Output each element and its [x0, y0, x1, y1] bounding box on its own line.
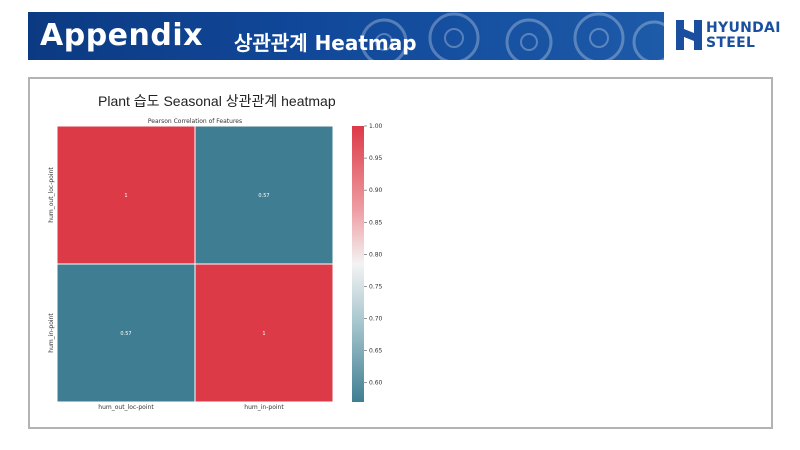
- heatmap-cell: [194, 263, 334, 403]
- colorbar-ticks: 1.00 0.95 0.90 0.85 0.80 0.75 0.70 0.65 0.60: [364, 123, 383, 387]
- logo-text-line1: HYUNDAI: [706, 20, 781, 36]
- x-tick-label: hum_in-point: [244, 404, 284, 411]
- colorbar: [352, 126, 364, 402]
- hyundai-steel-logo: HYUNDAI STEEL: [676, 18, 780, 58]
- colorbar-tick-label: 0.85: [369, 219, 383, 226]
- colorbar-tick-label: 0.95: [369, 155, 383, 162]
- heatmap-cell: [194, 125, 334, 265]
- heatmap-cells: 1 0.57 0.57 1: [56, 125, 334, 403]
- banner-subtitle: 상관관계 Heatmap: [234, 31, 417, 55]
- banner-title: Appendix: [40, 18, 203, 53]
- title-banner: Appendix 상관관계 Heatmap: [28, 12, 664, 60]
- cell-annotation: 1: [262, 331, 265, 337]
- colorbar-tick-label: 0.70: [369, 316, 383, 323]
- colorbar-tick-label: 0.80: [369, 251, 383, 258]
- colorbar-tick-label: 0.75: [369, 283, 383, 290]
- heatmap-cell: [56, 263, 196, 403]
- hyundai-steel-h-mark-icon: [676, 20, 702, 50]
- y-tick-label: hum_out_loc-point: [48, 167, 55, 223]
- heatmap-title: Pearson Correlation of Features: [148, 118, 242, 125]
- y-axis-labels: hum_out_loc-point hum_in-point: [48, 167, 55, 353]
- chart-heading: Plant 습도 Seasonal 상관관계 heatmap: [98, 93, 336, 109]
- colorbar-tick-label: 0.65: [369, 348, 383, 355]
- cell-annotation: 0.57: [258, 193, 269, 199]
- y-tick-label: hum_in-point: [48, 313, 55, 353]
- colorbar-tick-label: 1.00: [369, 123, 383, 130]
- heatmap-cell: [56, 125, 196, 265]
- cell-annotation: 0.57: [120, 331, 131, 337]
- colorbar-tick-label: 0.60: [369, 380, 383, 387]
- logo-text-line2: STEEL: [706, 35, 756, 51]
- cell-annotation: 1: [124, 193, 127, 199]
- colorbar-tick-label: 0.90: [369, 187, 383, 194]
- x-tick-label: hum_out_loc-point: [98, 404, 154, 411]
- x-axis-labels: hum_out_loc-point hum_in-point: [98, 404, 284, 411]
- steel-coils-background-image: [360, 12, 664, 60]
